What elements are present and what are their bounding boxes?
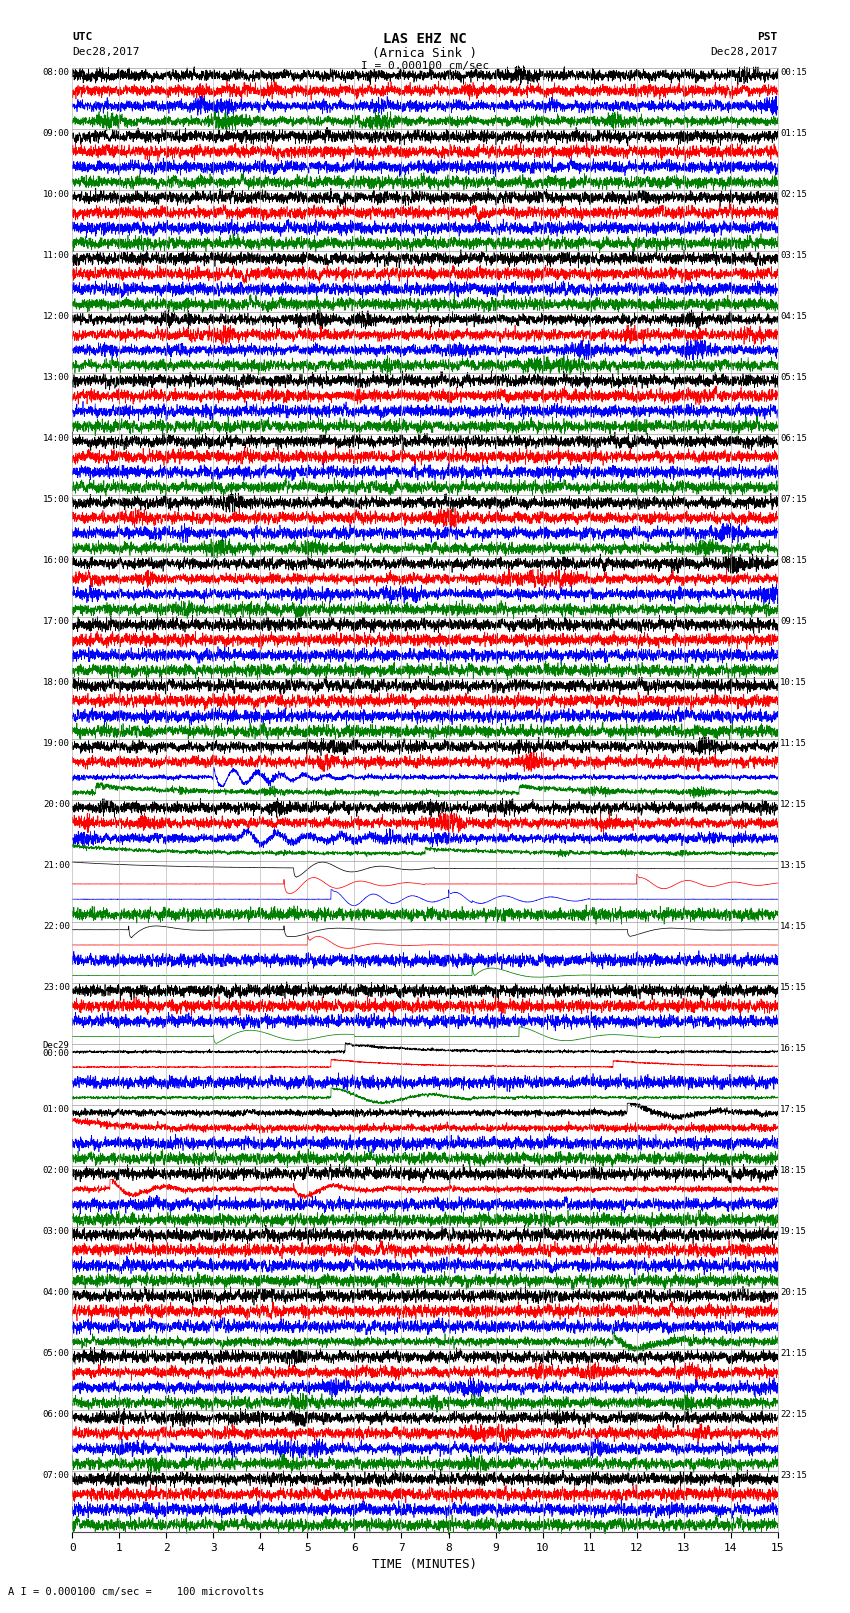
Text: 03:00: 03:00 (42, 1227, 70, 1236)
Text: 17:15: 17:15 (780, 1105, 808, 1115)
Text: LAS EHZ NC: LAS EHZ NC (383, 32, 467, 47)
Text: 15:15: 15:15 (780, 982, 808, 992)
Text: 05:00: 05:00 (42, 1348, 70, 1358)
Text: 02:00: 02:00 (42, 1166, 70, 1176)
Text: 17:00: 17:00 (42, 618, 70, 626)
X-axis label: TIME (MINUTES): TIME (MINUTES) (372, 1558, 478, 1571)
Text: Dec28,2017: Dec28,2017 (711, 47, 778, 56)
Text: 08:15: 08:15 (780, 556, 808, 565)
Text: 22:15: 22:15 (780, 1410, 808, 1419)
Text: 15:00: 15:00 (42, 495, 70, 503)
Text: 20:15: 20:15 (780, 1289, 808, 1297)
Text: 14:00: 14:00 (42, 434, 70, 444)
Text: 12:15: 12:15 (780, 800, 808, 810)
Text: UTC: UTC (72, 32, 93, 42)
Text: 00:15: 00:15 (780, 68, 808, 77)
Text: 18:00: 18:00 (42, 677, 70, 687)
Text: I = 0.000100 cm/sec: I = 0.000100 cm/sec (361, 61, 489, 71)
Text: 01:00: 01:00 (42, 1105, 70, 1115)
Text: (Arnica Sink ): (Arnica Sink ) (372, 47, 478, 60)
Text: 13:00: 13:00 (42, 373, 70, 382)
Text: 19:15: 19:15 (780, 1227, 808, 1236)
Text: 13:15: 13:15 (780, 861, 808, 869)
Text: 09:15: 09:15 (780, 618, 808, 626)
Text: 10:15: 10:15 (780, 677, 808, 687)
Text: 21:00: 21:00 (42, 861, 70, 869)
Text: 21:15: 21:15 (780, 1348, 808, 1358)
Text: 03:15: 03:15 (780, 252, 808, 260)
Text: 16:00: 16:00 (42, 556, 70, 565)
Text: 04:15: 04:15 (780, 311, 808, 321)
Text: 08:00: 08:00 (42, 68, 70, 77)
Text: 06:00: 06:00 (42, 1410, 70, 1419)
Text: 12:00: 12:00 (42, 311, 70, 321)
Text: 14:15: 14:15 (780, 923, 808, 931)
Text: 06:15: 06:15 (780, 434, 808, 444)
Text: 22:00: 22:00 (42, 923, 70, 931)
Text: 11:00: 11:00 (42, 252, 70, 260)
Text: 09:00: 09:00 (42, 129, 70, 137)
Text: 01:15: 01:15 (780, 129, 808, 137)
Text: 11:15: 11:15 (780, 739, 808, 748)
Text: PST: PST (757, 32, 778, 42)
Text: 16:15: 16:15 (780, 1044, 808, 1053)
Text: 02:15: 02:15 (780, 190, 808, 198)
Text: Dec28,2017: Dec28,2017 (72, 47, 139, 56)
Text: 05:15: 05:15 (780, 373, 808, 382)
Text: 23:00: 23:00 (42, 982, 70, 992)
Text: A I = 0.000100 cm/sec =    100 microvolts: A I = 0.000100 cm/sec = 100 microvolts (8, 1587, 264, 1597)
Text: 20:00: 20:00 (42, 800, 70, 810)
Text: 00:00: 00:00 (42, 1048, 70, 1058)
Text: 04:00: 04:00 (42, 1289, 70, 1297)
Text: 07:00: 07:00 (42, 1471, 70, 1481)
Text: 19:00: 19:00 (42, 739, 70, 748)
Text: 10:00: 10:00 (42, 190, 70, 198)
Text: 18:15: 18:15 (780, 1166, 808, 1176)
Text: 07:15: 07:15 (780, 495, 808, 503)
Text: 23:15: 23:15 (780, 1471, 808, 1481)
Text: Dec29: Dec29 (42, 1040, 70, 1050)
